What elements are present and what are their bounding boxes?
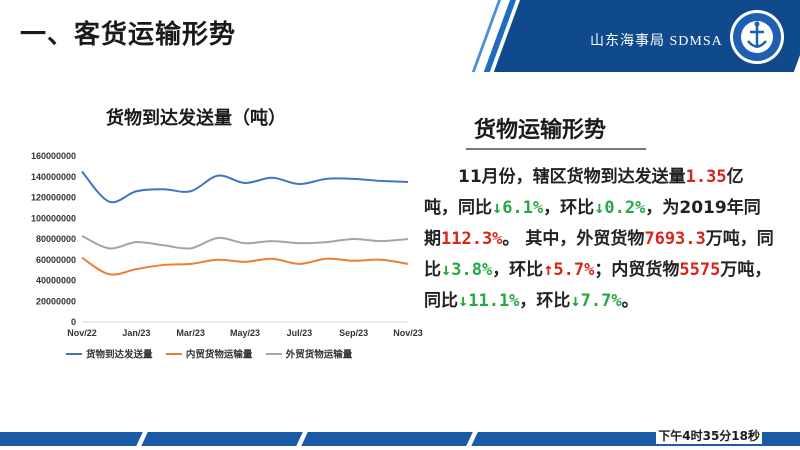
x-tick-label: Nov/22	[67, 328, 97, 338]
text-segment: ，环比	[492, 260, 544, 280]
y-tick-label: 160000000	[31, 151, 76, 161]
change-down: ↓6.1%	[492, 198, 544, 218]
chart-title: 货物到达发送量（吨）	[106, 108, 286, 129]
series-line	[81, 170, 409, 204]
summary-paragraph: 11月份，辖区货物到达发送量1.35亿吨，同比↓6.1%，环比↓0.2%，为20…	[424, 162, 776, 317]
highlight-value: 112.3%	[441, 229, 503, 249]
x-tick-label: Jan/23	[122, 328, 150, 338]
msa-logo-icon	[730, 10, 784, 64]
y-tick-label: 140000000	[31, 172, 76, 182]
change-up: ↑5.7%	[543, 260, 595, 280]
footer-bar	[0, 426, 800, 450]
text-segment: 万吨，同比	[424, 229, 774, 280]
y-tick-label: 80000000	[36, 234, 76, 244]
y-tick-label: 40000000	[36, 276, 76, 286]
legend-label: 外贸货物运输量	[285, 349, 353, 361]
text-segment: 11月份，辖区货物到达发送量	[458, 167, 686, 187]
highlight-value: 5575	[679, 260, 721, 280]
x-tick-label: Jul/23	[287, 328, 313, 338]
y-tick-label: 20000000	[36, 296, 76, 306]
y-tick-label: 0	[71, 317, 76, 327]
slide-header: 一、客货运输形势 山东海事局 SDMSA	[0, 0, 800, 72]
change-down: ↓7.7%	[570, 291, 622, 311]
legend-label: 内贸货物运输量	[186, 349, 253, 361]
change-down: ↓3.8%	[441, 260, 493, 280]
x-tick-label: May/23	[230, 328, 260, 338]
legend-label: 货物到达发送量	[85, 349, 153, 361]
text-segment: 。 其中，外贸货物	[502, 229, 645, 249]
section-title: 货物运输形势	[474, 118, 607, 143]
y-tick-label: 120000000	[31, 193, 76, 203]
highlight-value: 7693.3	[644, 229, 706, 249]
highlight-value: 1.35	[685, 167, 727, 187]
text-segment: ；内贸货物	[594, 260, 680, 280]
series-line	[81, 256, 409, 276]
text-segment: ，环比	[519, 291, 571, 311]
series-line	[81, 234, 409, 250]
text-segment: ，为2019年同期	[424, 198, 761, 249]
brand-label: 山东海事局 SDMSA	[590, 34, 723, 49]
change-down: ↓11.1%	[458, 291, 520, 311]
change-down: ↓0.2%	[594, 198, 646, 218]
line-chart: 0 20000000 40000000 60000000 80000000 1000000…	[31, 151, 423, 361]
timestamp: 下午4时35分18秒	[656, 427, 762, 444]
text-segment: 万吨，同比	[424, 260, 772, 311]
text-segment: 。	[621, 291, 639, 311]
slide-title: 一、客货运输形势	[20, 20, 237, 50]
x-tick-label: Sep/23	[339, 328, 368, 338]
title-underline	[466, 148, 646, 150]
x-tick-label: Mar/23	[176, 328, 205, 338]
text-segment: ，环比	[543, 198, 595, 218]
text-segment: 亿吨，同比	[424, 167, 744, 218]
x-tick-label: Nov/23	[393, 328, 423, 338]
y-tick-label: 100000000	[31, 213, 76, 223]
y-tick-label: 60000000	[36, 255, 76, 265]
footer-stripe	[0, 432, 800, 446]
